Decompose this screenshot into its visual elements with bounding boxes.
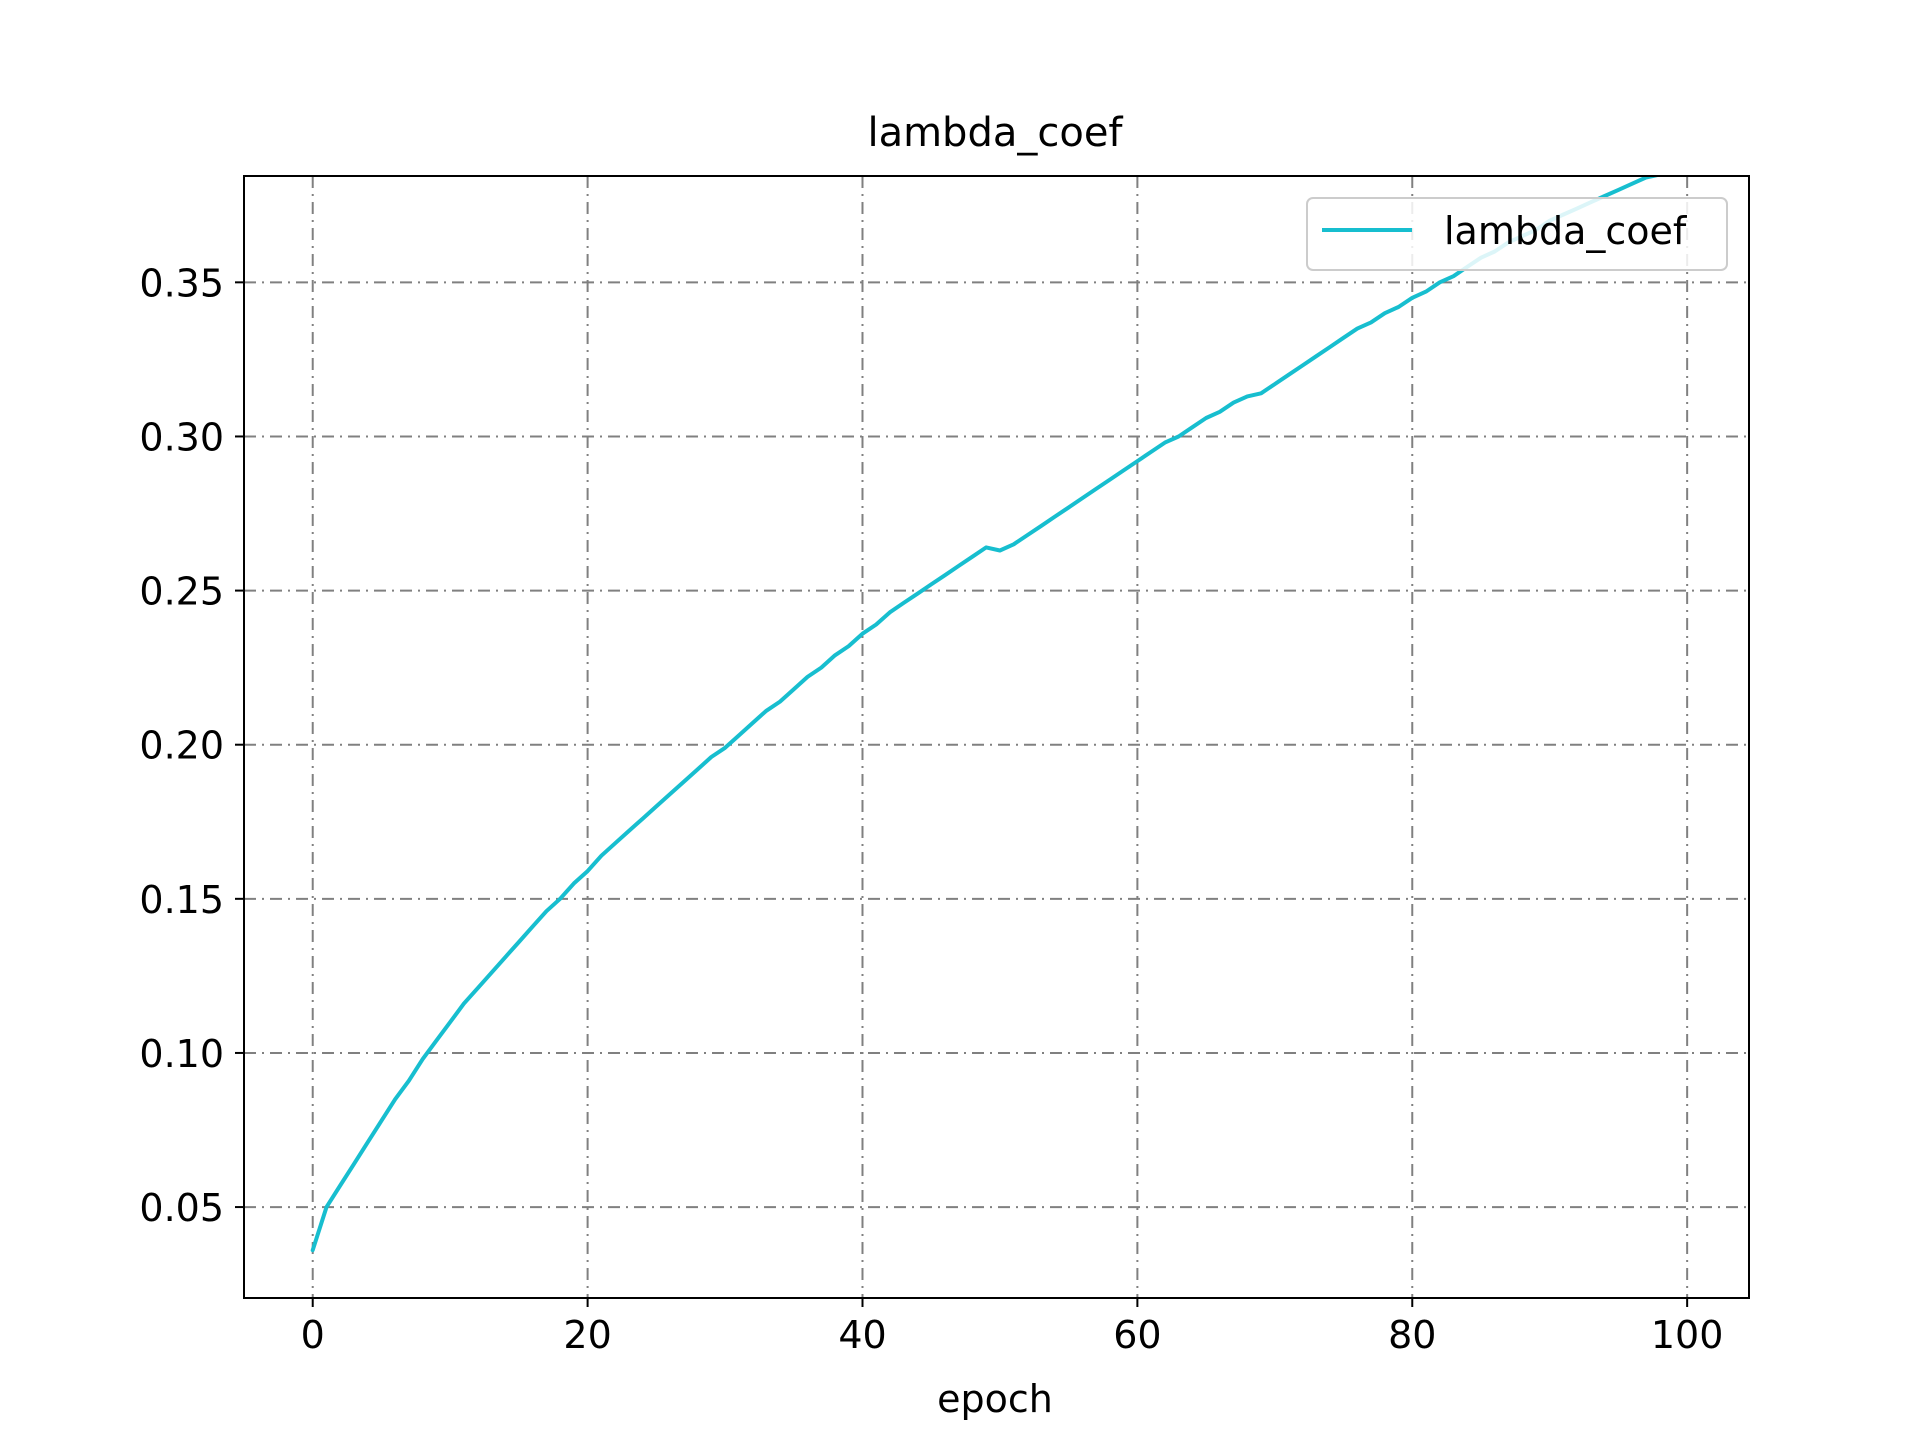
legend-label: lambda_coef [1444, 209, 1688, 253]
y-tick-label: 0.15 [139, 878, 224, 922]
y-tick-label: 0.20 [139, 724, 224, 768]
series-layer [310, 176, 1663, 1253]
x-axis: 0 20 40 60 80 100 [301, 1298, 1724, 1357]
x-tick-label: 0 [301, 1313, 325, 1357]
y-tick-label: 0.30 [139, 415, 224, 459]
plot-frame [243, 175, 1750, 1299]
y-tick-label: 0.05 [139, 1186, 224, 1230]
y-tick-label: 0.25 [139, 570, 224, 614]
y-tick-label: 0.10 [139, 1032, 224, 1076]
chart-title: lambda_coef [867, 110, 1123, 156]
legend-box [1306, 197, 1728, 271]
x-tick-label: 100 [1651, 1313, 1724, 1357]
x-tick-label: 80 [1388, 1313, 1436, 1357]
y-tick-label: 0.35 [139, 261, 224, 305]
grid [244, 176, 1749, 1298]
legend: lambda_coef [1306, 197, 1728, 271]
x-tick-label: 40 [838, 1313, 886, 1357]
x-axis-label: epoch [937, 1377, 1053, 1421]
series-line-lambda-coef [310, 176, 1663, 1253]
x-tick-label: 20 [563, 1313, 611, 1357]
x-tick-label: 60 [1113, 1313, 1161, 1357]
y-axis: 0.05 0.10 0.15 0.20 0.25 0.30 0.35 [139, 261, 244, 1230]
